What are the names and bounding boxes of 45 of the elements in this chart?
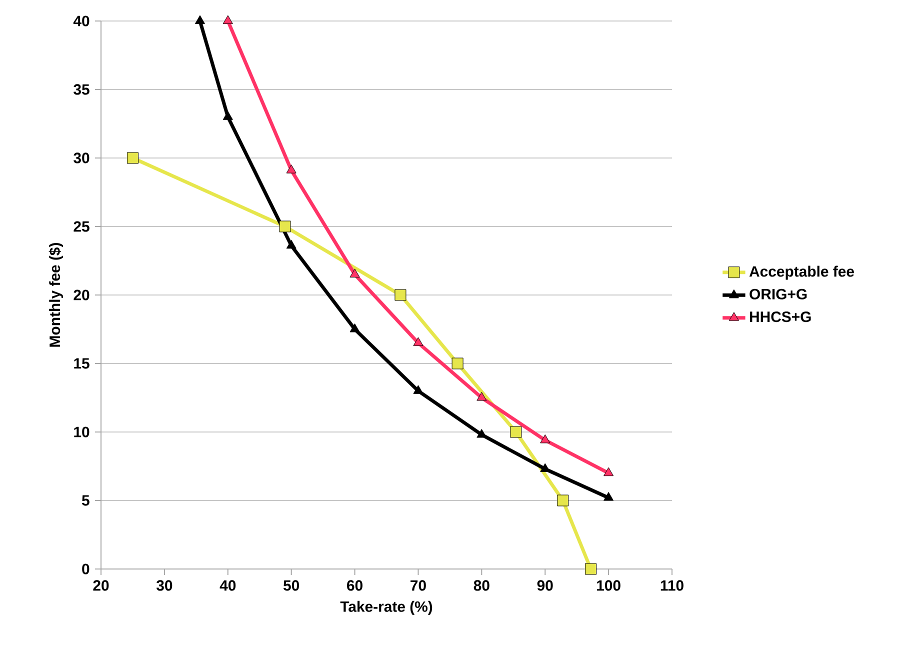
point	[394, 289, 406, 301]
x-tick-label: 40	[220, 580, 236, 591]
point	[126, 152, 138, 164]
x-tick-label: 30	[156, 580, 172, 591]
y-tick-label: 15	[74, 358, 90, 369]
point	[452, 358, 464, 370]
x-axis-title: Take-rate (%)	[340, 600, 432, 615]
point	[476, 392, 487, 401]
legend-label: HHCS+G	[750, 312, 811, 322]
point	[540, 434, 550, 444]
point	[222, 15, 233, 24]
y-tick-label: 25	[74, 221, 90, 232]
x-tick-label: 100	[597, 580, 620, 591]
y-tick-label: 10	[74, 426, 90, 438]
point	[350, 323, 360, 332]
point	[510, 426, 522, 438]
y-axis-title: Monthly fee ($)	[48, 243, 64, 347]
x-tick-label: 70	[410, 580, 426, 591]
point	[286, 240, 296, 249]
point	[194, 15, 205, 24]
legend-label: ORIG+G	[750, 288, 807, 300]
x-tick-label: 110	[660, 580, 684, 591]
x-tick-label: 80	[474, 580, 490, 591]
point	[413, 337, 424, 346]
point	[222, 111, 233, 120]
y-tick-label: 5	[82, 495, 90, 506]
point	[585, 563, 597, 575]
y-tick-label: 20	[74, 290, 90, 300]
point	[286, 164, 296, 174]
point	[604, 467, 614, 476]
point	[413, 385, 424, 394]
y-tick-label: 30	[74, 152, 90, 164]
point	[350, 268, 360, 278]
x-tick-label: 50	[283, 580, 300, 591]
point	[604, 492, 614, 501]
point	[476, 428, 487, 438]
x-tick-label: 20	[93, 580, 109, 591]
y-tick-label: 0	[82, 564, 90, 574]
x-tick-label: 90	[537, 580, 553, 591]
legend-label: Acceptable fee	[749, 266, 854, 280]
point	[557, 494, 569, 506]
x-tick-label: 60	[347, 580, 362, 591]
y-tick-label: 35	[74, 84, 90, 95]
y-tick-label: 40	[73, 16, 90, 26]
point	[279, 220, 291, 232]
